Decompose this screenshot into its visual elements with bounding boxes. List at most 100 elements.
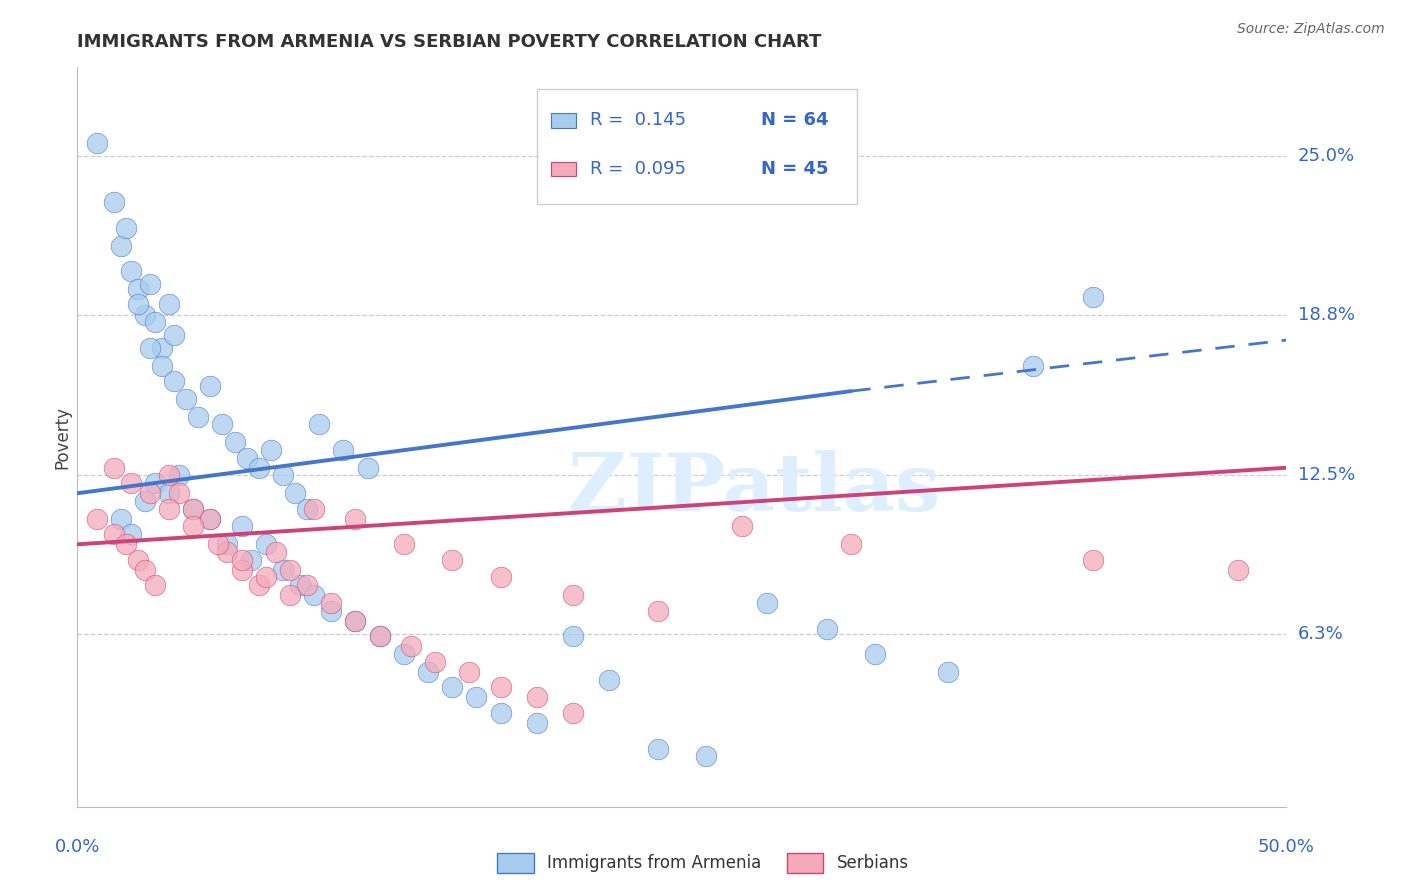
Point: [157, 501, 180, 516]
Point: [936, 665, 959, 679]
Text: 6.3%: 6.3%: [1298, 624, 1343, 642]
Point: [207, 537, 229, 551]
Point: [278, 563, 301, 577]
Text: R =  0.145: R = 0.145: [591, 112, 686, 129]
Point: [1227, 563, 1250, 577]
Point: [1081, 552, 1104, 566]
Point: [526, 690, 548, 705]
Point: [344, 512, 367, 526]
Point: [134, 308, 156, 322]
Point: [308, 417, 330, 432]
Point: [134, 494, 156, 508]
Point: [103, 195, 125, 210]
Point: [174, 392, 197, 406]
Point: [103, 527, 125, 541]
Point: [157, 297, 180, 311]
FancyBboxPatch shape: [551, 161, 575, 177]
Point: [526, 716, 548, 731]
Point: [110, 512, 132, 526]
Point: [231, 552, 253, 566]
Point: [755, 596, 778, 610]
Point: [143, 578, 166, 592]
Point: [167, 468, 190, 483]
Point: [441, 680, 464, 694]
Point: [489, 706, 512, 720]
FancyBboxPatch shape: [537, 89, 858, 204]
Point: [304, 588, 326, 602]
Point: [260, 442, 283, 457]
Point: [143, 476, 166, 491]
Point: [163, 328, 186, 343]
Text: N = 64: N = 64: [761, 112, 828, 129]
Point: [254, 570, 277, 584]
Point: [284, 486, 307, 500]
Text: IMMIGRANTS FROM ARMENIA VS SERBIAN POVERTY CORRELATION CHART: IMMIGRANTS FROM ARMENIA VS SERBIAN POVER…: [77, 34, 821, 52]
Text: N = 45: N = 45: [761, 160, 828, 178]
Text: 12.5%: 12.5%: [1298, 467, 1355, 484]
Point: [288, 578, 311, 592]
Point: [157, 486, 180, 500]
Point: [271, 563, 294, 577]
Point: [139, 277, 162, 291]
Point: [167, 486, 190, 500]
Point: [278, 588, 301, 602]
Point: [120, 264, 142, 278]
Point: [562, 629, 585, 643]
Point: [139, 486, 162, 500]
Point: [695, 749, 717, 764]
Text: Source: ZipAtlas.com: Source: ZipAtlas.com: [1237, 22, 1385, 37]
Text: 0.0%: 0.0%: [55, 838, 100, 855]
Point: [321, 604, 343, 618]
Point: [489, 570, 512, 584]
Point: [183, 519, 205, 533]
Point: [839, 537, 862, 551]
Point: [368, 629, 391, 643]
Text: R =  0.095: R = 0.095: [591, 160, 686, 178]
Point: [562, 588, 585, 602]
Point: [295, 578, 318, 592]
Point: [344, 614, 367, 628]
Point: [150, 359, 173, 373]
Point: [465, 690, 488, 705]
Point: [344, 614, 367, 628]
Point: [235, 450, 257, 465]
Point: [217, 537, 239, 551]
Y-axis label: Poverty: Poverty: [53, 406, 72, 468]
Point: [264, 545, 287, 559]
Point: [425, 655, 447, 669]
Point: [416, 665, 439, 679]
Point: [86, 512, 108, 526]
Point: [224, 435, 246, 450]
Point: [254, 537, 277, 551]
Point: [731, 519, 754, 533]
Point: [143, 315, 166, 329]
Point: [114, 220, 136, 235]
Point: [200, 512, 222, 526]
Point: [200, 379, 222, 393]
Point: [110, 238, 132, 252]
Text: 25.0%: 25.0%: [1298, 147, 1355, 165]
Point: [562, 706, 585, 720]
Point: [231, 519, 253, 533]
Point: [114, 537, 136, 551]
Point: [134, 563, 156, 577]
Point: [217, 545, 239, 559]
Point: [157, 468, 180, 483]
Point: [356, 460, 378, 475]
Point: [1081, 290, 1104, 304]
Point: [458, 665, 481, 679]
Point: [103, 460, 125, 475]
Point: [271, 468, 294, 483]
Point: [120, 476, 142, 491]
Point: [815, 622, 838, 636]
Text: ZIPatlas: ZIPatlas: [568, 450, 941, 528]
Point: [295, 501, 318, 516]
Point: [127, 297, 149, 311]
Point: [187, 409, 209, 424]
Point: [183, 501, 205, 516]
Point: [163, 374, 186, 388]
Point: [211, 417, 233, 432]
Point: [183, 501, 205, 516]
Point: [647, 741, 669, 756]
Point: [368, 629, 391, 643]
